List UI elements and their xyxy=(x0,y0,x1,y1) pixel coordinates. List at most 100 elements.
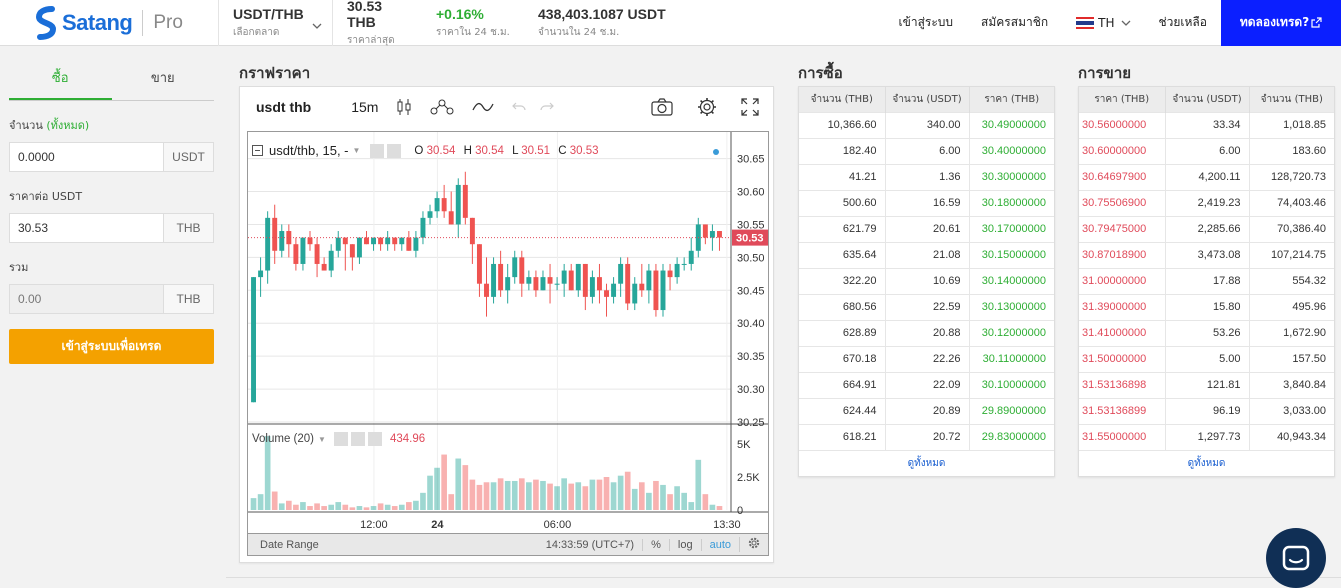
tab-sell[interactable]: ขาย xyxy=(150,71,175,86)
chart-symbol[interactable]: usdt thb xyxy=(256,99,312,115)
candles-icon[interactable] xyxy=(396,98,412,116)
eye-icon[interactable] xyxy=(370,143,385,158)
chart-area[interactable]: 30.65 30.60 30.55 30.50 30.45 30.40 30.35 30.30… xyxy=(247,131,769,556)
volume-tick-label: 0 xyxy=(737,505,743,517)
login-to-trade-button[interactable]: เข้าสู่ระบบเพื่อเทรด xyxy=(9,329,214,364)
buy-order-row[interactable]: 500.60 16.59 30.18000000 xyxy=(799,189,1054,216)
candle-body xyxy=(519,257,525,284)
buy-order-row[interactable]: 618.21 20.72 29.83000000 xyxy=(799,423,1054,450)
table-cell: 30.40000000 xyxy=(969,137,1054,164)
buy-order-row[interactable]: 670.18 22.26 30.11000000 xyxy=(799,345,1054,372)
undo-icon[interactable] xyxy=(512,101,527,113)
price-input[interactable]: 30.53 xyxy=(9,213,164,243)
candle-body xyxy=(547,277,553,284)
sell-order-row[interactable]: 31.50000000 5.00 157.50 xyxy=(1079,345,1334,372)
remove-icon[interactable] xyxy=(367,432,382,446)
settings-small-icon[interactable] xyxy=(387,143,402,158)
sell-order-row[interactable]: 31.53136899 96.19 3,033.00 xyxy=(1079,397,1334,424)
buy-order-row[interactable]: 628.89 20.88 30.12000000 xyxy=(799,319,1054,346)
sell-order-row[interactable]: 30.64697900 4,200.11 128,720.73 xyxy=(1079,163,1334,190)
buy-order-row[interactable]: 635.64 21.08 30.15000000 xyxy=(799,241,1054,268)
camera-icon[interactable] xyxy=(651,98,673,116)
volume-bar xyxy=(638,482,645,510)
line-chart-icon[interactable] xyxy=(472,100,495,114)
buy-order-row[interactable]: 41.21 1.36 30.30000000 xyxy=(799,163,1054,190)
login-link[interactable]: เข้าสู่ระบบ xyxy=(898,15,954,29)
tab-buy[interactable]: ซื้อ xyxy=(9,55,112,100)
candle-body xyxy=(286,231,292,245)
last-price-tag: 30.53 xyxy=(736,233,764,245)
amount-input[interactable]: 0.0000 xyxy=(9,142,164,172)
sell-view-all-link[interactable]: ดูทั้งหมด xyxy=(1079,450,1334,476)
dropdown-icon[interactable]: ▼ xyxy=(318,434,326,444)
sell-order-row[interactable]: 30.79475000 2,285.66 70,386.40 xyxy=(1079,215,1334,242)
table-cell: 22.59 xyxy=(885,293,970,320)
table-cell: 30.79475000 xyxy=(1079,215,1166,242)
trial-trade-button[interactable]: ทดลองเทรด? xyxy=(1221,0,1341,46)
date-range-button[interactable]: Date Range xyxy=(260,538,319,551)
collapse-icon[interactable] xyxy=(252,145,263,156)
total-unit: THB xyxy=(164,284,214,314)
price-label: ราคาต่อ USDT xyxy=(9,190,83,203)
sell-order-row[interactable]: 30.60000000 6.00 183.60 xyxy=(1079,137,1334,164)
price-tick-label: 30.50 xyxy=(737,252,765,264)
market-selector[interactable]: USDT/THB เลือกตลาด xyxy=(218,0,332,46)
indicators-icon[interactable] xyxy=(430,98,454,116)
sell-order-row[interactable]: 31.41000000 53.26 1,672.90 xyxy=(1079,319,1334,346)
clock-timezone: (UTC+7) xyxy=(591,538,635,551)
table-cell: 670.18 xyxy=(799,345,886,372)
buy-order-row[interactable]: 10,366.60 340.00 30.49000000 xyxy=(799,111,1054,138)
sell-order-row[interactable]: 30.75506900 2,419.23 74,403.46 xyxy=(1079,189,1334,216)
volume-bar xyxy=(406,502,412,510)
candle-body xyxy=(392,237,398,245)
candle-body xyxy=(462,184,468,218)
sell-order-row[interactable]: 31.39000000 15.80 495.96 xyxy=(1079,293,1334,320)
buy-order-row[interactable]: 182.40 6.00 30.40000000 xyxy=(799,137,1054,164)
volume-bar xyxy=(321,506,327,510)
sell-order-row[interactable]: 31.55000000 1,297.73 40,943.34 xyxy=(1079,423,1334,450)
auto-toggle[interactable]: auto xyxy=(700,538,739,551)
buy-order-row[interactable]: 680.56 22.59 30.13000000 xyxy=(799,293,1054,320)
sell-order-row[interactable]: 30.87018900 3,473.08 107,214.75 xyxy=(1079,241,1334,268)
sell-order-row[interactable]: 31.53136898 121.81 3,840.84 xyxy=(1079,371,1334,398)
candle-body xyxy=(484,283,489,297)
gear-icon[interactable] xyxy=(697,97,717,117)
candlestick-chart[interactable]: 30.65 30.60 30.55 30.50 30.45 30.40 30.35 30.30… xyxy=(248,132,768,533)
buy-order-row[interactable]: 624.44 20.89 29.89000000 xyxy=(799,397,1054,424)
candle-body xyxy=(335,237,341,251)
register-link[interactable]: สมัครสมาชิก xyxy=(981,15,1049,29)
dropdown-icon[interactable]: ▼ xyxy=(352,146,361,155)
buy-order-row[interactable]: 322.20 10.69 30.14000000 xyxy=(799,267,1054,294)
buy-view-all-link[interactable]: ดูทั้งหมด xyxy=(799,450,1054,476)
volume-bar xyxy=(568,483,575,510)
table-cell: 322.20 xyxy=(799,267,886,294)
table-cell: 31.39000000 xyxy=(1079,293,1166,320)
help-link[interactable]: ช่วยเหลือ xyxy=(1158,15,1208,29)
amount-all-link[interactable]: (ทั้งหมด) xyxy=(46,119,90,132)
volume-bar xyxy=(335,502,342,510)
volume-bar xyxy=(695,459,702,510)
candle-body xyxy=(364,237,369,245)
sell-order-row[interactable]: 31.00000000 17.88 554.32 xyxy=(1079,267,1334,294)
buy-order-row[interactable]: 621.79 20.61 30.17000000 xyxy=(799,215,1054,242)
log-toggle[interactable]: log xyxy=(668,538,701,551)
chart-legend: usdt/thb, 15, - ▼ O 30.54 H 30.54 L 30.5… xyxy=(252,143,599,158)
chat-button[interactable] xyxy=(1266,528,1326,588)
redo-icon[interactable] xyxy=(540,101,555,113)
language-selector[interactable]: TH xyxy=(1062,16,1144,30)
percent-toggle[interactable]: % xyxy=(642,538,669,551)
gear-icon[interactable] xyxy=(739,537,768,552)
logo[interactable]: Satang Pro xyxy=(0,0,218,46)
sell-order-row[interactable]: 30.56000000 33.34 1,018.85 xyxy=(1079,111,1334,138)
table-cell: 20.88 xyxy=(885,319,970,346)
settings-small-icon[interactable] xyxy=(350,432,365,446)
buy-order-row[interactable]: 664.91 22.09 30.10000000 xyxy=(799,371,1054,398)
candle-body xyxy=(321,263,327,271)
volume-bar xyxy=(293,504,299,510)
fullscreen-icon[interactable] xyxy=(741,98,759,116)
candle-body xyxy=(314,244,320,264)
volume-bar xyxy=(391,506,398,510)
chart-interval[interactable]: 15m xyxy=(351,99,379,115)
eye-icon[interactable] xyxy=(333,432,348,446)
volume-bar xyxy=(384,504,391,510)
